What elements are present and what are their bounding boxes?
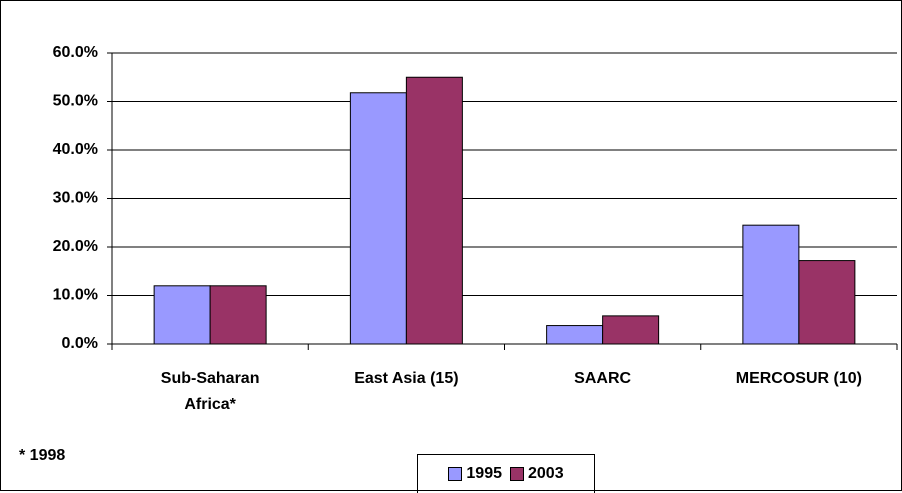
bar	[798, 260, 856, 345]
legend-item: 1995	[448, 465, 502, 483]
legend-swatch	[448, 467, 463, 481]
bar	[405, 76, 463, 345]
x-tick-label: East Asia (15)	[354, 370, 459, 387]
x-tick-label: MERCOSUR (10)	[735, 370, 862, 387]
bar	[209, 285, 267, 345]
y-tick-label: 40.0%	[53, 141, 98, 158]
y-tick-label: 60.0%	[53, 44, 98, 61]
y-tick-label: 50.0%	[53, 93, 98, 110]
x-tick-label: SAARC	[574, 370, 632, 387]
legend: 1995 2003	[417, 454, 595, 493]
y-tick-label: 30.0%	[53, 190, 98, 207]
bar	[546, 325, 604, 345]
legend-swatch	[510, 467, 524, 481]
legend-item: 2003	[510, 465, 564, 483]
y-tick-label: 0.0%	[62, 335, 98, 352]
bar	[602, 315, 660, 345]
bar	[153, 285, 211, 345]
y-tick-label: 20.0%	[53, 238, 98, 255]
x-tick-label: Sub-Saharan Africa*	[160, 370, 260, 413]
legend-label: 2003	[528, 465, 564, 482]
legend-label: 1995	[466, 465, 502, 482]
bar	[742, 224, 800, 345]
annotation: * 1998	[19, 447, 66, 464]
y-tick-label: 10.0%	[53, 287, 98, 304]
bar	[349, 92, 407, 345]
